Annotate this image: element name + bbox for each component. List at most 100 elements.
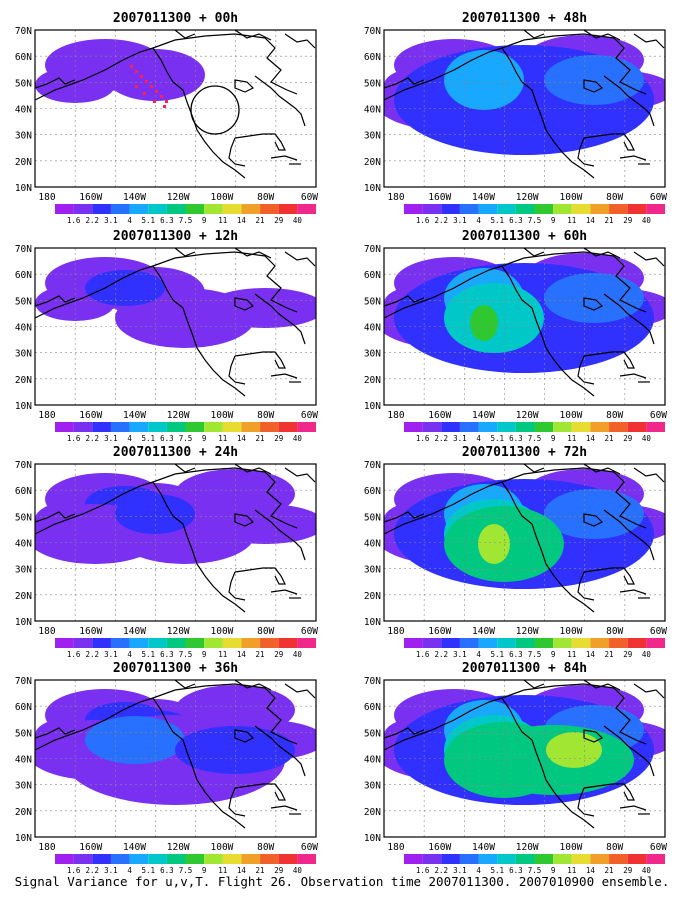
colorbar-swatch: [129, 422, 149, 432]
colorbar-swatch: [129, 638, 149, 648]
colorbar-level-label: 40: [293, 866, 303, 875]
lat-tick-label: 60N: [15, 270, 32, 281]
lat-tick-label: 20N: [364, 807, 381, 818]
observation-marker: [143, 92, 146, 95]
panel-title: 2007011300 + 12h: [113, 229, 238, 244]
colorbar-swatch: [553, 422, 572, 432]
lon-tick-label: 140W: [123, 626, 146, 637]
colorbar-swatch: [241, 204, 261, 214]
panel-title: 2007011300 + 24h: [113, 445, 238, 460]
lon-tick-label: 80W: [257, 842, 274, 853]
colorbar-swatch: [185, 422, 205, 432]
colorbar-level-label: 4: [127, 434, 132, 443]
panel-title: 2007011300 + 72h: [462, 445, 587, 460]
variance-field: [35, 30, 316, 187]
coastline: [234, 248, 272, 259]
lat-tick-label: 50N: [364, 512, 381, 523]
colorbar-level-label: 21: [256, 650, 265, 659]
lon-tick-label: 180: [38, 192, 55, 203]
coastline: [583, 79, 604, 93]
colorbar-level-label: 7.5: [528, 866, 542, 875]
coastline: [384, 77, 425, 89]
coastline: [234, 680, 272, 691]
colorbar-swatch: [534, 638, 554, 648]
map-frame: [34, 463, 317, 622]
colorbar-level-label: 14: [237, 650, 247, 659]
lon-tick-label: 60W: [301, 626, 318, 637]
coastline: [228, 787, 246, 817]
map-frame: [383, 29, 666, 188]
colorbar-level-label: 9: [202, 650, 207, 659]
lon-tick-label: 120W: [167, 626, 190, 637]
colorbar-level-label: 40: [293, 650, 303, 659]
lon-tick-label: 180: [387, 192, 404, 203]
coastline: [583, 729, 604, 743]
variance-field: [384, 248, 665, 405]
lon-tick-label: 140W: [472, 842, 495, 853]
colorbar-swatch: [478, 854, 498, 864]
colorbar-level-label: 11: [567, 434, 576, 443]
colorbar-swatch: [73, 854, 93, 864]
colorbar-level-label: 1.6: [67, 434, 81, 443]
variance-contour: [546, 732, 602, 768]
colorbar-level-label: 4: [476, 866, 481, 875]
map-frame: [34, 29, 317, 188]
lat-tick-label: 30N: [364, 349, 381, 360]
colorbar-swatch: [204, 638, 223, 648]
panel-title: 2007011300 + 36h: [113, 661, 238, 676]
variance-contour: [85, 716, 185, 764]
colorbar-level-label: 1.6: [67, 650, 81, 659]
lat-tick-label: 60N: [364, 270, 381, 281]
colorbar-level-label: 4: [476, 216, 481, 225]
observation-marker: [160, 95, 163, 98]
colorbar-swatch: [627, 638, 647, 648]
colorbar-level-label: 5.1: [141, 866, 155, 875]
lon-tick-label: 100W: [560, 626, 583, 637]
coastline: [234, 729, 255, 743]
coastline: [35, 481, 246, 613]
variance-contour: [544, 273, 644, 323]
lat-tick-label: 60N: [15, 702, 32, 713]
coastline: [577, 787, 595, 817]
lon-tick-label: 60W: [650, 410, 667, 421]
coastline: [523, 248, 545, 257]
coastline: [583, 30, 621, 41]
coastline: [35, 265, 246, 397]
observation-marker: [150, 85, 153, 88]
colorbar-swatch: [422, 638, 442, 648]
colorbar-level-label: 5.1: [490, 650, 504, 659]
observation-marker: [163, 105, 166, 108]
lon-tick-label: 120W: [167, 410, 190, 421]
lat-tick-label: 60N: [364, 52, 381, 63]
variance-contour: [175, 469, 295, 519]
lon-tick-label: 60W: [301, 410, 318, 421]
colorbar-swatch: [278, 638, 298, 648]
colorbar-swatch: [459, 638, 479, 648]
colorbar-swatch: [204, 422, 223, 432]
colorbar-level-label: 3.1: [104, 866, 118, 875]
colorbar-swatch: [55, 638, 74, 648]
colorbar-level-label: 7.5: [179, 866, 193, 875]
coastline: [35, 511, 76, 523]
lon-tick-label: 120W: [167, 842, 190, 853]
colorbar-level-label: 7.5: [528, 434, 542, 443]
lon-tick-label: 160W: [428, 410, 451, 421]
variance-contour: [105, 49, 205, 101]
colorbar-level-label: 9: [551, 216, 556, 225]
lon-tick-label: 100W: [211, 842, 234, 853]
lon-tick-label: 180: [387, 410, 404, 421]
map-frame: [383, 247, 666, 406]
lon-tick-label: 80W: [257, 192, 274, 203]
colorbar-level-label: 3.1: [104, 216, 118, 225]
colorbar-swatch: [241, 638, 261, 648]
coastline: [174, 464, 196, 473]
colorbar-swatch: [148, 204, 167, 214]
colorbar-swatch: [404, 638, 423, 648]
lat-tick-label: 70N: [364, 26, 381, 37]
colorbar-level-label: 21: [605, 866, 614, 875]
colorbar-swatch: [260, 854, 279, 864]
lat-tick-label: 20N: [364, 591, 381, 602]
colorbar-swatch: [278, 422, 298, 432]
colorbar-level-label: 4: [476, 434, 481, 443]
colorbar-swatch: [609, 204, 628, 214]
